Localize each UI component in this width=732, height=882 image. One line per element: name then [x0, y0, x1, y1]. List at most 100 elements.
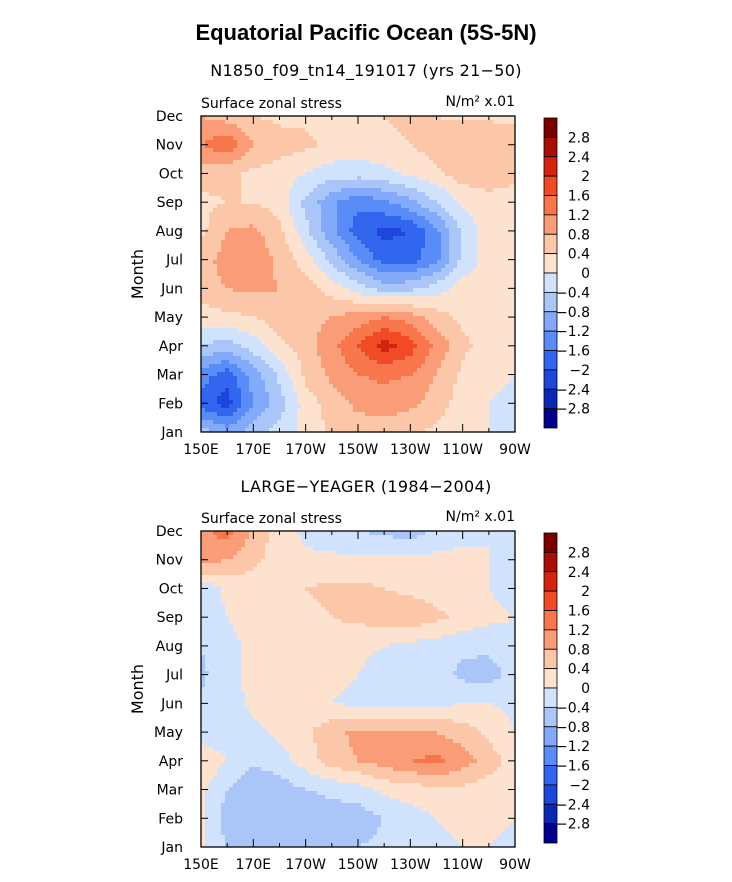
- data-cell: [441, 128, 446, 133]
- data-cell: [445, 156, 450, 161]
- data-cell: [241, 124, 246, 129]
- data-cell: [313, 328, 318, 333]
- data-cell: [485, 228, 490, 233]
- data-cell: [289, 300, 294, 305]
- data-cell: [401, 172, 406, 177]
- data-cell: [401, 264, 406, 269]
- data-cell: [213, 188, 218, 193]
- data-cell: [249, 336, 254, 341]
- data-cell: [513, 248, 515, 253]
- data-cell: [349, 360, 354, 365]
- data-cell: [429, 152, 434, 157]
- data-cell: [317, 360, 322, 365]
- data-cell: [485, 136, 490, 141]
- data-cell: [233, 120, 238, 125]
- data-cell: [201, 356, 206, 361]
- data-cell: [449, 364, 454, 369]
- data-cell: [317, 260, 322, 265]
- data-cell: [225, 204, 230, 209]
- data-cell: [393, 228, 398, 233]
- data-cell: [505, 336, 510, 341]
- data-cell: [321, 168, 326, 173]
- data-cell: [409, 272, 414, 277]
- data-cell: [389, 308, 394, 313]
- data-cell: [317, 208, 322, 213]
- data-cell: [241, 348, 246, 353]
- data-cell: [229, 160, 234, 165]
- data-cell: [381, 160, 386, 165]
- data-cell: [237, 260, 242, 265]
- data-cell: [261, 168, 266, 173]
- data-cell: [497, 260, 502, 265]
- data-cell: [453, 288, 458, 293]
- data-cell: [437, 120, 442, 125]
- data-cell: [493, 284, 498, 289]
- data-cell: [493, 248, 498, 253]
- data-cell: [413, 288, 418, 293]
- data-cell: [449, 224, 454, 229]
- data-cell: [217, 236, 222, 241]
- data-cell: [401, 188, 406, 193]
- data-cell: [421, 216, 426, 221]
- data-cell: [345, 280, 350, 285]
- data-cell: [493, 360, 498, 365]
- data-cell: [313, 344, 318, 349]
- data-cell: [353, 360, 358, 365]
- data-cell: [413, 168, 418, 173]
- data-cell: [425, 148, 430, 153]
- data-cell: [361, 232, 366, 237]
- data-cell: [505, 140, 510, 145]
- data-cell: [469, 288, 474, 293]
- data-cell: [285, 172, 290, 177]
- data-cell: [461, 128, 466, 133]
- data-cell: [217, 152, 222, 157]
- data-cell: [285, 356, 290, 361]
- data-cell: [309, 308, 314, 313]
- data-cell: [353, 152, 358, 157]
- data-cell: [325, 136, 330, 141]
- data-cell: [333, 132, 338, 137]
- data-cell: [445, 264, 450, 269]
- data-cell: [429, 328, 434, 333]
- data-cell: [325, 320, 330, 325]
- data-cell: [241, 240, 246, 245]
- data-cell: [385, 216, 390, 221]
- data-cell: [357, 320, 362, 325]
- data-cell: [201, 264, 206, 269]
- data-cell: [429, 264, 434, 269]
- data-cell: [369, 280, 374, 285]
- data-cell: [209, 204, 214, 209]
- data-cell: [457, 300, 462, 305]
- data-cell: [321, 240, 326, 245]
- data-cell: [409, 288, 414, 293]
- data-cell: [205, 196, 210, 201]
- data-cell: [481, 228, 486, 233]
- data-cell: [385, 328, 390, 333]
- data-cell: [349, 364, 354, 369]
- data-cell: [445, 252, 450, 257]
- data-cell: [457, 248, 462, 253]
- data-cell: [217, 244, 222, 249]
- data-cell: [317, 320, 322, 325]
- data-cell: [329, 300, 334, 305]
- data-cell: [377, 164, 382, 169]
- data-cell: [345, 224, 350, 229]
- data-cell: [293, 316, 298, 321]
- data-cell: [461, 120, 466, 125]
- data-cell: [457, 312, 462, 317]
- data-cell: [249, 228, 254, 233]
- data-cell: [393, 156, 398, 161]
- data-cell: [333, 256, 338, 261]
- data-cell: [301, 264, 306, 269]
- data-cell: [353, 268, 358, 273]
- data-cell: [333, 148, 338, 153]
- data-cell: [493, 252, 498, 257]
- data-cell: [505, 160, 510, 165]
- data-cell: [433, 308, 438, 313]
- data-cell: [265, 276, 270, 281]
- data-cell: [381, 324, 386, 329]
- data-cell: [289, 332, 294, 337]
- data-cell: [425, 260, 430, 265]
- data-cell: [469, 324, 474, 329]
- data-cell: [505, 224, 510, 229]
